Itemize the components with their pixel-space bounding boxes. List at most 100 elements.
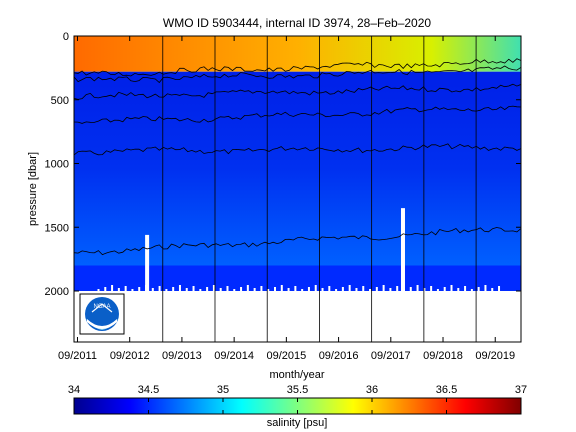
bottom-notch <box>436 289 439 291</box>
colorbar-tick-label: 35 <box>217 384 229 396</box>
plot-area <box>74 36 521 342</box>
bottom-notch <box>294 286 297 291</box>
x-axis-label: month/year <box>269 369 324 381</box>
contour-line-480 <box>74 83 521 100</box>
bottom-notch <box>375 287 378 291</box>
x-tick-label: 09/2019 <box>475 350 515 362</box>
x-axis-ticks: 09/2011 09/2012 09/2013 09/2014 09/2015 09/20… <box>58 36 515 362</box>
y-tick-label: 2000 <box>45 286 69 298</box>
contour-line-1700 <box>74 227 521 256</box>
bottom-notch <box>253 288 256 291</box>
x-tick-label: 09/2011 <box>58 350 97 362</box>
colorbar-tick-label: 35.5 <box>287 384 308 396</box>
bottom-notch <box>314 285 317 291</box>
bottom-notch <box>355 288 358 291</box>
bottom-notch <box>97 289 100 291</box>
x-tick-label: 09/2015 <box>266 350 306 362</box>
bottom-notch <box>240 287 243 291</box>
contour-line-680 <box>74 105 521 124</box>
contour-line-300 <box>74 58 521 77</box>
bottom-notch <box>464 286 467 291</box>
bottom-notch <box>124 286 127 291</box>
bottom-notch <box>416 285 419 291</box>
bottom-notch <box>328 286 331 291</box>
bottom-notch <box>212 285 215 291</box>
noaa-logo-text: NOAA <box>93 304 110 310</box>
bottom-notch <box>151 288 154 291</box>
water-band-2 <box>74 265 521 291</box>
bottom-notch <box>341 287 344 291</box>
bottom-notch <box>219 288 222 291</box>
bottom-notch <box>423 288 426 291</box>
bottom-notch <box>178 285 181 291</box>
bottom-notch <box>396 286 399 291</box>
bottom-notch <box>233 289 236 291</box>
bottom-notch <box>246 285 249 291</box>
bottom-notch <box>165 289 168 291</box>
bottom-notch <box>172 287 175 291</box>
plot-frame <box>73 35 522 343</box>
bottom-notch <box>267 289 270 291</box>
x-tick-label: 09/2018 <box>423 350 463 362</box>
colorbar-tick-label: 34.5 <box>138 384 159 396</box>
bottom-notch <box>362 286 365 291</box>
bottom-notch <box>389 288 392 291</box>
bottom-notch <box>484 285 487 291</box>
colorbar-tick-label: 34 <box>68 384 80 396</box>
colorbar-tick-label: 36.5 <box>436 384 457 396</box>
bottom-notch <box>131 289 134 291</box>
colorbar-tick-label: 37 <box>515 384 527 396</box>
bottom-notch <box>111 285 114 291</box>
y-tick-label: 1500 <box>45 222 69 234</box>
water-band-1 <box>74 71 521 266</box>
bottom-notch <box>104 287 107 291</box>
bottom-notch <box>369 289 372 291</box>
chart-title: WMO ID 5903444, internal ID 3974, 28–Feb… <box>163 16 431 30</box>
contour-lines <box>74 58 521 256</box>
bottom-notch <box>274 287 277 291</box>
noaa-logo: NOAA <box>79 293 125 335</box>
bottom-notch <box>470 289 473 291</box>
y-tick-label: 0 <box>63 31 69 43</box>
y-tick-label: 1000 <box>45 159 69 171</box>
bottom-notch <box>158 286 161 291</box>
bottom-notch <box>307 287 310 291</box>
data-gap <box>400 208 405 291</box>
bottom-notch <box>287 288 290 291</box>
colorbar-tick-label: 36 <box>366 384 378 396</box>
bottom-notch <box>117 288 120 291</box>
bottom-notch <box>226 286 229 291</box>
bottom-notch <box>335 289 338 291</box>
bottom-notch <box>206 287 209 291</box>
bottom-notch <box>409 287 412 291</box>
bottom-notch <box>321 288 324 291</box>
bottom-notch <box>450 285 453 291</box>
x-tick-label: 09/2016 <box>319 350 359 362</box>
contour-line-910 <box>74 143 521 156</box>
water-band-0 <box>74 36 521 72</box>
bottom-notch <box>260 286 263 291</box>
bottom-notch <box>348 285 351 291</box>
bottom-notch <box>477 287 480 291</box>
bottom-notch <box>192 286 195 291</box>
water-bands <box>74 36 521 291</box>
bottom-notch <box>498 286 501 291</box>
colorbar-ticks: 34 34.5 35 35.5 36 36.5 37 <box>68 384 527 414</box>
contour-line-350 <box>74 65 521 84</box>
bottom-notch <box>491 288 494 291</box>
bottom-notch <box>185 288 188 291</box>
bottom-notch <box>457 288 460 291</box>
bottom-notch <box>301 289 304 291</box>
bottom-notch <box>138 287 141 291</box>
colorbar-label: salinity [psu] <box>267 417 328 429</box>
x-tick-label: 09/2012 <box>110 350 150 362</box>
x-tick-label: 09/2017 <box>371 350 411 362</box>
bottom-notch <box>382 285 385 291</box>
bottom-notch <box>280 285 283 291</box>
data-gaps <box>145 208 405 291</box>
y-axis-ticks: 0 500 1000 1500 2000 <box>45 31 521 298</box>
x-tick-label: 09/2014 <box>214 350 254 362</box>
bottom-notch <box>199 289 202 291</box>
data-gap <box>145 234 150 291</box>
